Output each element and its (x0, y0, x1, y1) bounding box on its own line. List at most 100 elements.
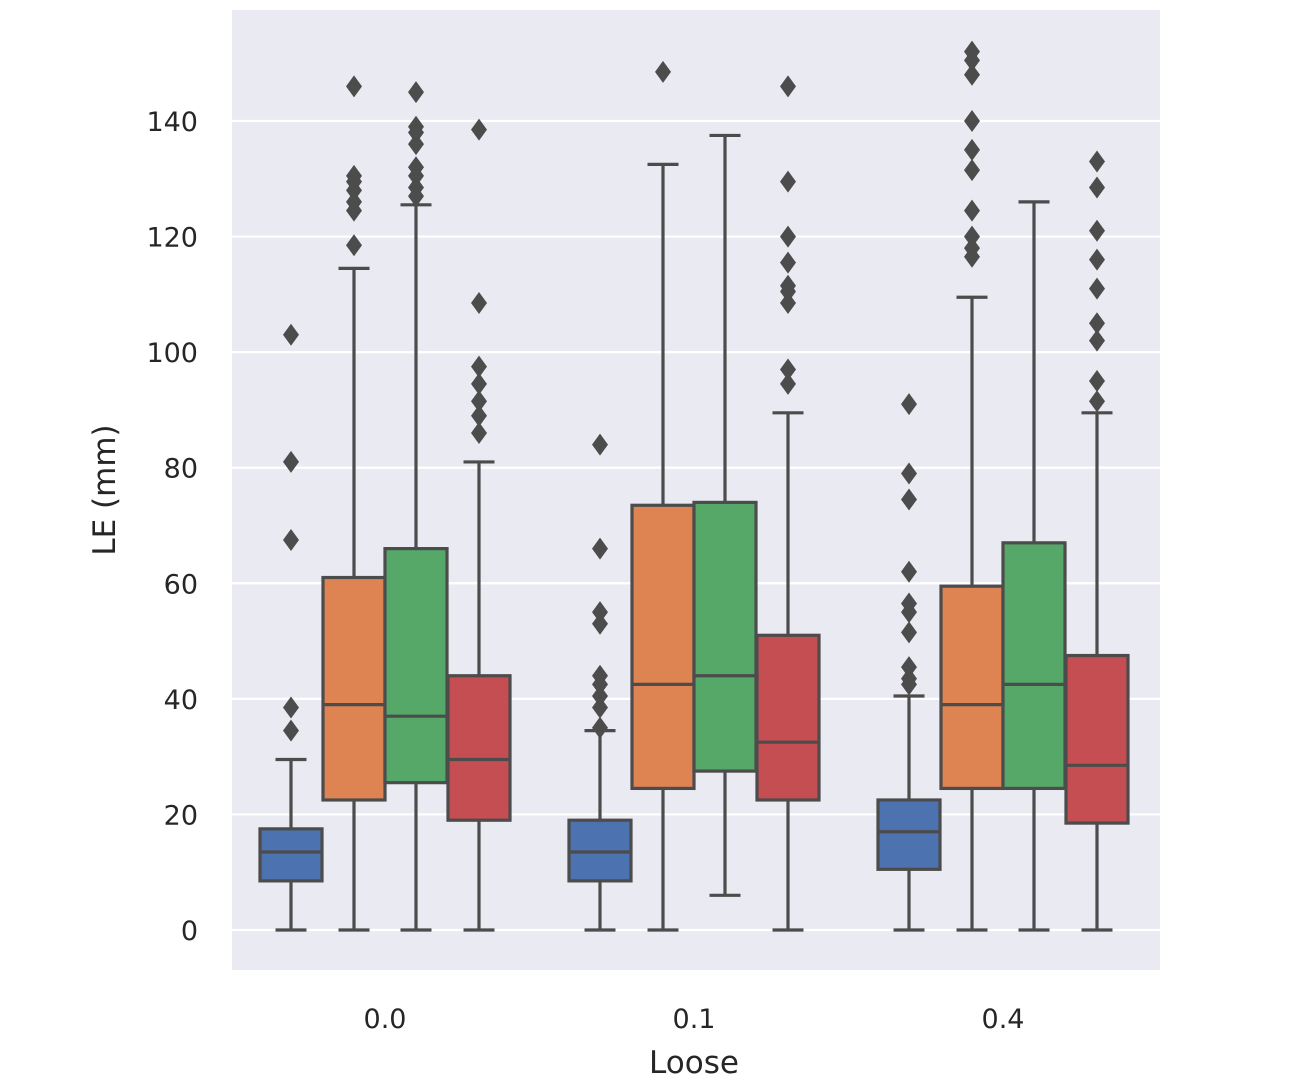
outlier-point (780, 274, 796, 297)
outlier-point (471, 372, 487, 395)
outlier-point (901, 393, 917, 416)
outlier-point (592, 537, 608, 560)
outlier-point (780, 170, 796, 193)
outlier-point (408, 156, 424, 179)
outlier-point (964, 40, 980, 63)
outlier-point (592, 612, 608, 635)
box-iqr (1001, 541, 1067, 791)
outlier-point (1089, 248, 1105, 271)
outlier-point (780, 225, 796, 248)
y-tick-label: 40 (164, 685, 198, 716)
outlier-point (780, 292, 796, 315)
box-iqr (321, 575, 387, 802)
outlier-point (408, 133, 424, 156)
box-0.0-0 (258, 323, 324, 932)
outlier-point (1089, 150, 1105, 173)
box-0.4-3 (1064, 150, 1130, 932)
outlier-point (901, 488, 917, 511)
outlier-point (471, 118, 487, 141)
outlier-point (1089, 277, 1105, 300)
outlier-point (901, 621, 917, 644)
outlier-point (283, 719, 299, 742)
x-tick-label: 0.4 (982, 1004, 1025, 1035)
box-0.0-3 (446, 118, 512, 932)
y-tick-label: 80 (164, 454, 198, 485)
y-tick-label: 140 (146, 107, 198, 138)
outlier-point (346, 164, 362, 187)
outlier-point (471, 390, 487, 413)
box-iqr (383, 547, 449, 785)
y-tick-label: 60 (164, 569, 198, 600)
outlier-point (1089, 176, 1105, 199)
outlier-point (964, 159, 980, 182)
box-iqr (630, 503, 696, 791)
box-0.0-1 (321, 75, 387, 932)
box-0.4-0 (876, 393, 942, 932)
y-axis-label: LE (mm) (87, 424, 123, 555)
x-axis-label: Loose (649, 1045, 739, 1080)
outlier-point (471, 355, 487, 378)
outlier-point (964, 237, 980, 260)
outlier-point (1089, 219, 1105, 242)
outlier-point (964, 138, 980, 161)
x-tick-label: 0.1 (673, 1004, 716, 1035)
y-tick-label: 20 (164, 800, 198, 831)
outlier-point (1089, 312, 1105, 335)
y-tick-labels: 0 20 40 60 80 100 120 140 (146, 107, 198, 947)
outlier-point (592, 684, 608, 707)
outlier-point (964, 63, 980, 86)
outlier-point (592, 716, 608, 739)
outlier-point (471, 422, 487, 445)
box-0.1-0 (567, 433, 633, 932)
box-iqr (258, 827, 324, 883)
outlier-point (408, 115, 424, 138)
x-tick-labels: 0.0 0.1 0.4 (364, 1004, 1025, 1035)
outlier-point (964, 225, 980, 248)
outlier-point (592, 433, 608, 456)
box-iqr (692, 500, 758, 773)
outlier-point (780, 251, 796, 274)
outlier-point (780, 358, 796, 381)
outlier-point (408, 81, 424, 104)
box-0.1-3 (755, 75, 821, 932)
outlier-point (283, 323, 299, 346)
box-iqr (939, 584, 1005, 791)
outlier-point (346, 234, 362, 257)
outlier-point (592, 601, 608, 624)
outlier-point (408, 176, 424, 199)
outlier-point (283, 450, 299, 473)
outlier-point (780, 75, 796, 98)
outlier-point (964, 199, 980, 222)
box-series (258, 40, 1130, 932)
outlier-point (471, 292, 487, 315)
outlier-point (901, 667, 917, 690)
box-iqr (446, 674, 512, 822)
box-0.0-2 (383, 81, 449, 932)
box-0.1-1 (630, 60, 696, 932)
outlier-point (901, 656, 917, 679)
outlier-point (592, 664, 608, 687)
outlier-point (471, 404, 487, 427)
box-iqr (876, 798, 942, 871)
box-iqr (755, 633, 821, 802)
box-0.4-1 (939, 40, 1005, 932)
outlier-point (1089, 329, 1105, 352)
outlier-point (901, 462, 917, 485)
y-tick-label: 120 (146, 223, 198, 254)
outlier-point (283, 528, 299, 551)
outlier-point (901, 592, 917, 615)
plot-area (232, 10, 1160, 970)
y-tick-label: 100 (146, 338, 198, 369)
outlier-point (346, 75, 362, 98)
outlier-point (346, 190, 362, 213)
outlier-point (655, 60, 671, 83)
outlier-point (1089, 390, 1105, 413)
outlier-point (592, 696, 608, 719)
outlier-point (901, 560, 917, 583)
box-iqr (1064, 653, 1130, 825)
outlier-point (964, 110, 980, 132)
x-tick-label: 0.0 (364, 1004, 407, 1035)
box-0.4-2 (1001, 200, 1067, 932)
outlier-point (283, 696, 299, 719)
